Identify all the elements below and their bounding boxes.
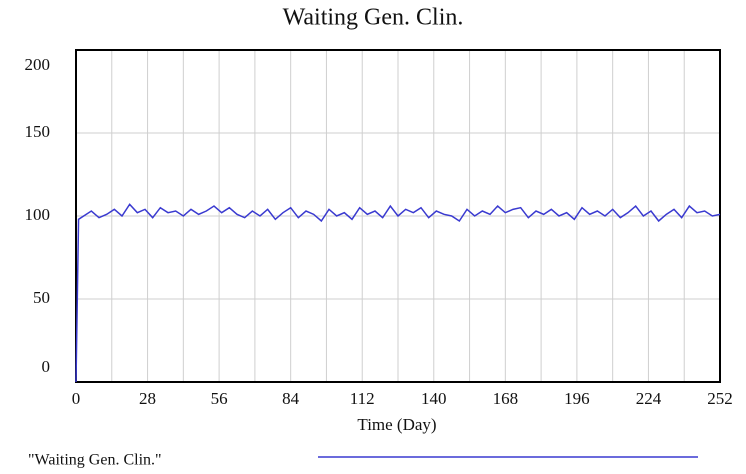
y-tick-label: 0: [42, 357, 51, 376]
plot-frame: [75, 49, 721, 383]
y-tick-label: 200: [25, 55, 51, 74]
y-tick-label: 150: [25, 122, 51, 141]
x-tick-label: 112: [350, 389, 375, 408]
x-tick-label: 84: [282, 389, 300, 408]
x-tick-label: 28: [139, 389, 156, 408]
legend-label: "Waiting Gen. Clin.": [28, 452, 162, 469]
x-tick-label: 0: [72, 389, 81, 408]
chart-title: Waiting Gen. Clin.: [283, 5, 464, 31]
y-tick-label: 50: [33, 288, 50, 307]
data-line: [75, 203, 721, 383]
x-tick-label: 56: [211, 389, 228, 408]
x-axis-label: Time (Day): [357, 415, 436, 434]
x-tick-label: 196: [564, 389, 590, 408]
x-tick-label: 168: [493, 389, 519, 408]
x-tick-label: 252: [707, 389, 733, 408]
y-tick-label: 100: [25, 205, 51, 224]
x-tick-label: 140: [421, 389, 447, 408]
x-tick-label: 224: [636, 389, 662, 408]
